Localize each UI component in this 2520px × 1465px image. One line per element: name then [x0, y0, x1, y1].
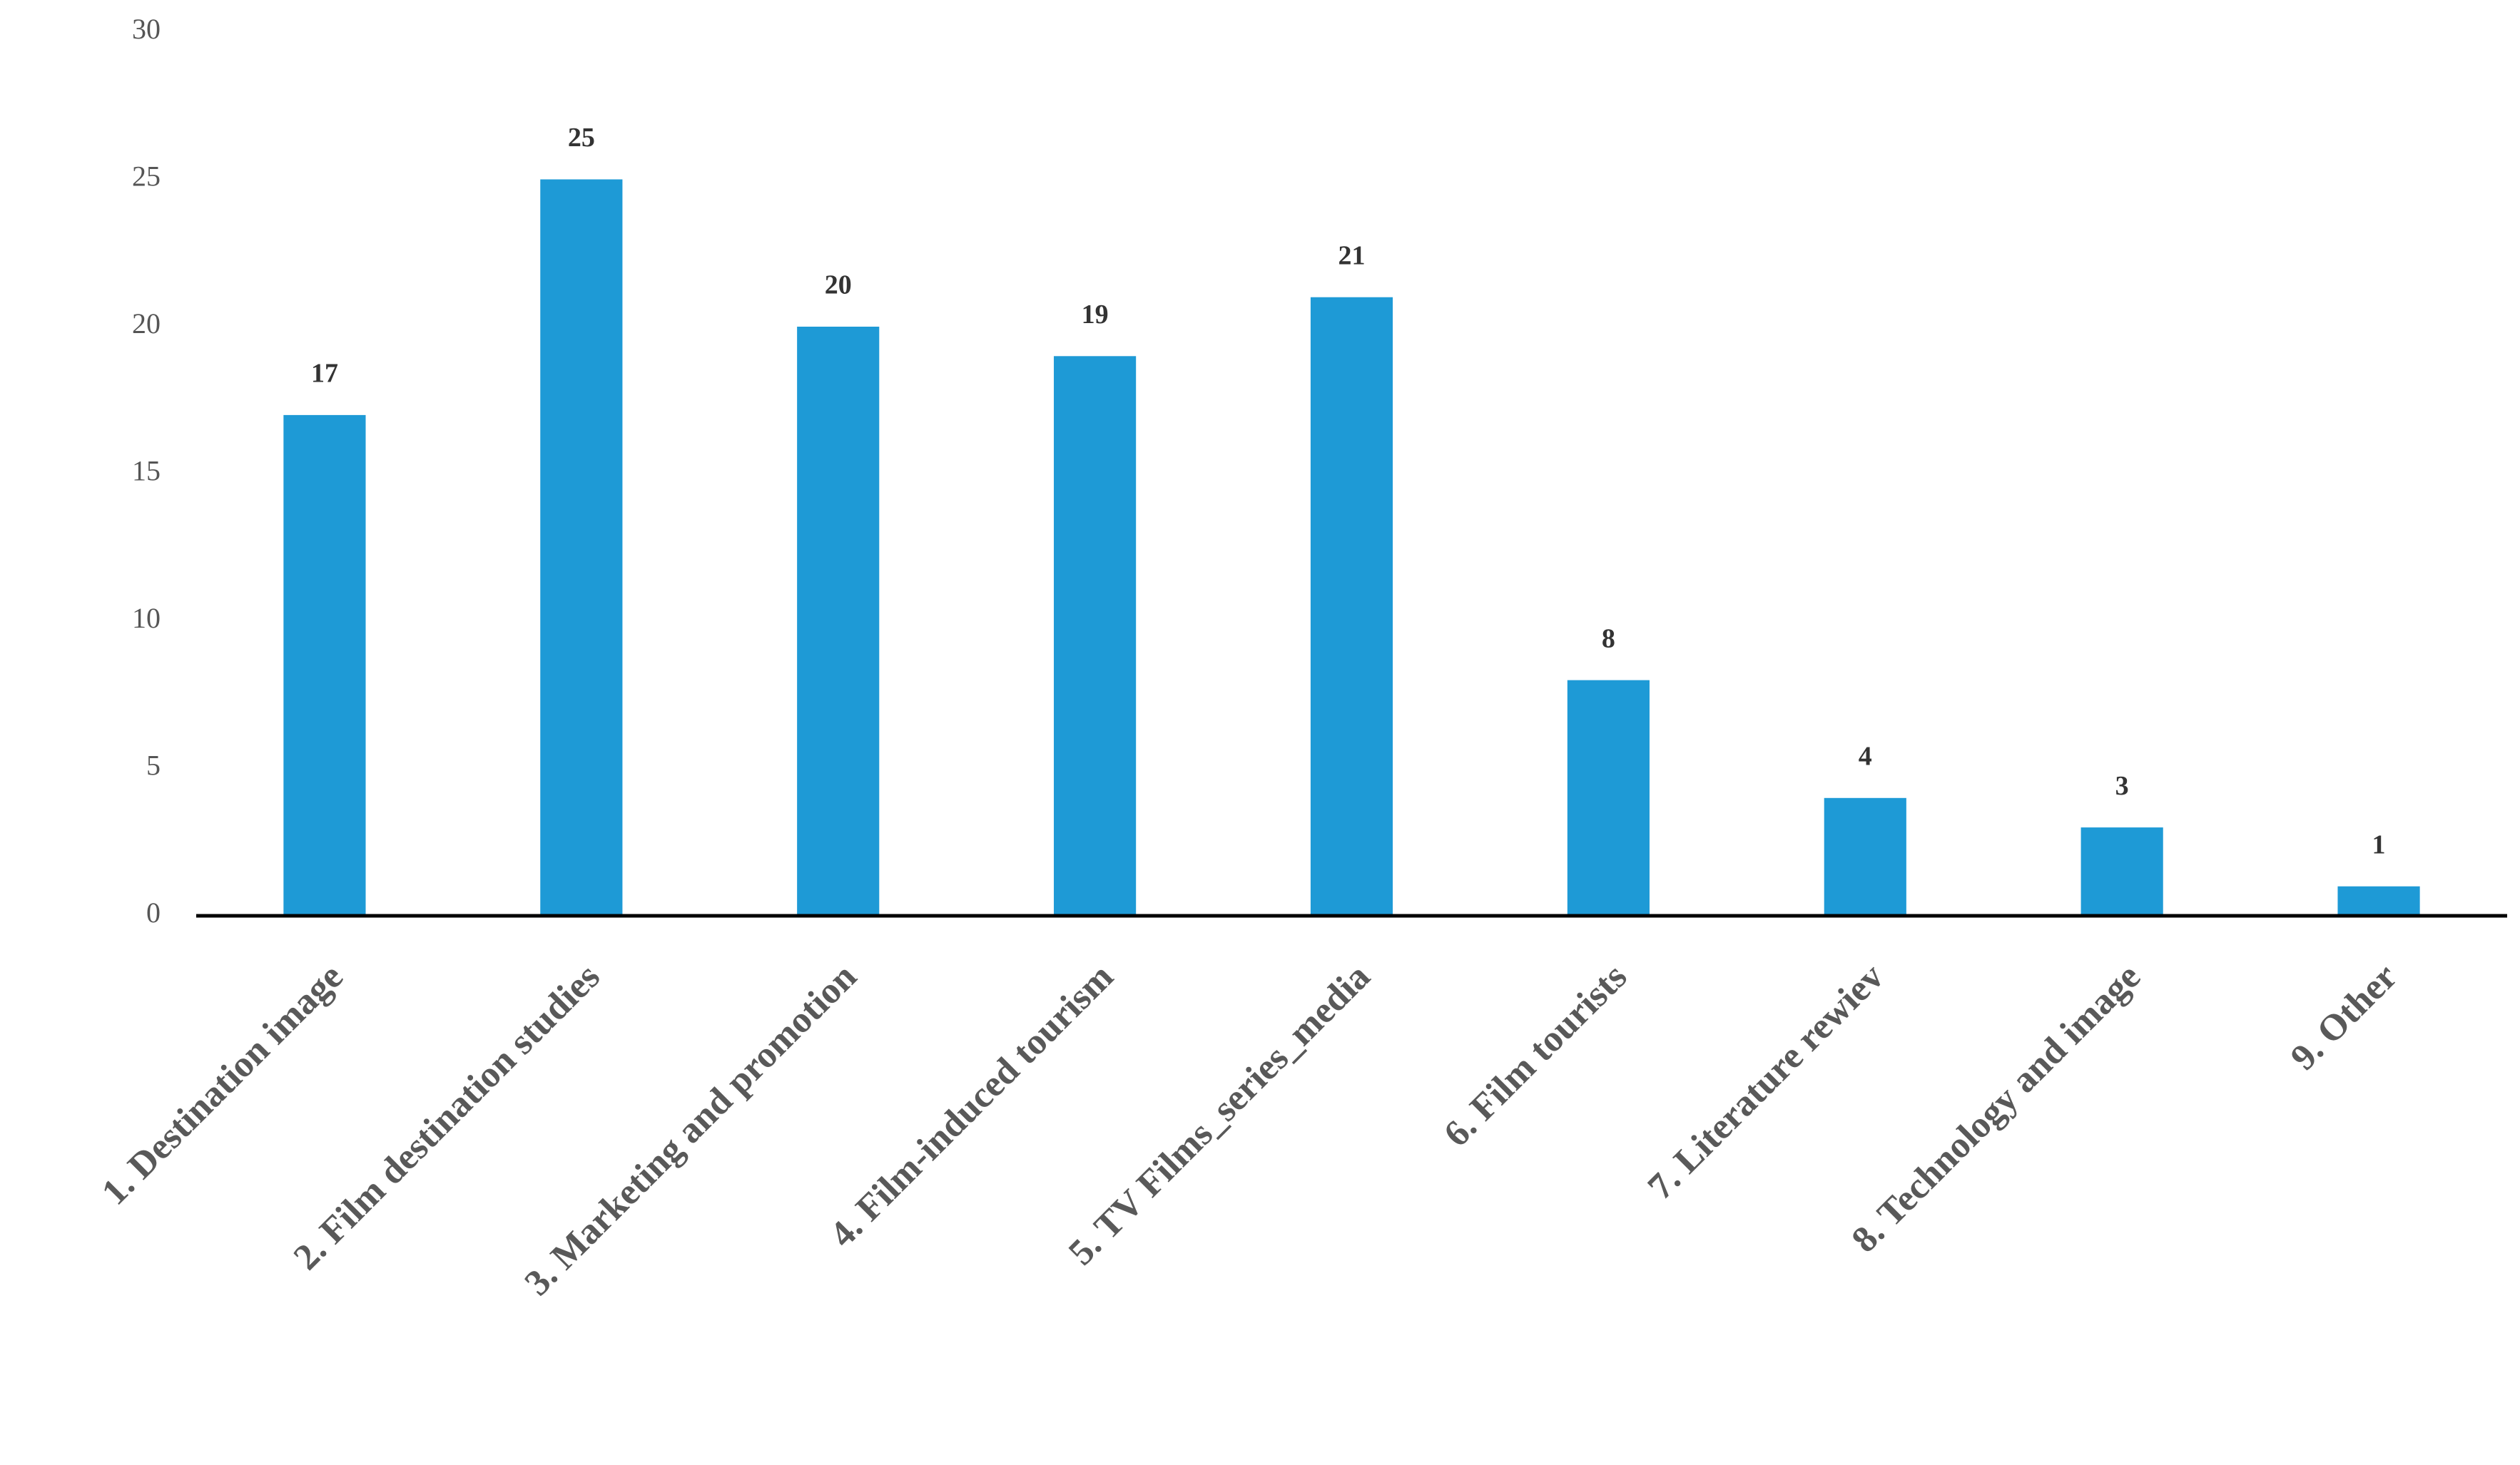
bar: [540, 179, 623, 916]
bar: [2337, 886, 2420, 916]
y-tick-label: 20: [132, 307, 161, 340]
data-label: 20: [825, 270, 852, 300]
x-tick-label: 7. Literature rewiev: [1640, 956, 1891, 1208]
data-label: 4: [1859, 742, 1872, 772]
bar: [1567, 680, 1650, 916]
x-tick-label: 4. Film-induced tourism: [822, 956, 1121, 1255]
x-tick-label: 5. TV Films_series_media: [1061, 956, 1378, 1273]
data-label: 8: [1602, 623, 1615, 653]
bar: [283, 414, 366, 916]
y-tick-label: 10: [132, 602, 161, 634]
x-tick-label: 9. Other: [2283, 956, 2405, 1078]
y-tick-label: 25: [132, 160, 161, 193]
bar: [797, 327, 880, 916]
bar: [1310, 297, 1393, 916]
x-tick-label: 6. Film tourists: [1436, 956, 1635, 1155]
y-tick-label: 5: [146, 750, 161, 782]
y-tick-label: 15: [132, 455, 161, 487]
data-label: 17: [311, 359, 338, 389]
y-tick-label: 30: [132, 13, 161, 45]
bar: [2080, 827, 2163, 916]
y-tick-label: 0: [146, 897, 161, 929]
bar: [1824, 797, 1906, 916]
bar: [1054, 356, 1137, 916]
data-label: 1: [2372, 830, 2386, 859]
x-tick-label: 8. Technology and image: [1844, 956, 2148, 1260]
data-label: 3: [2115, 771, 2129, 801]
data-label: 21: [1338, 240, 1366, 270]
data-label: 19: [1082, 300, 1109, 330]
x-tick-label: 2. Film destination studies: [286, 956, 608, 1278]
data-label: 25: [568, 123, 595, 153]
x-tick-label: 1. Destination image: [94, 956, 351, 1213]
